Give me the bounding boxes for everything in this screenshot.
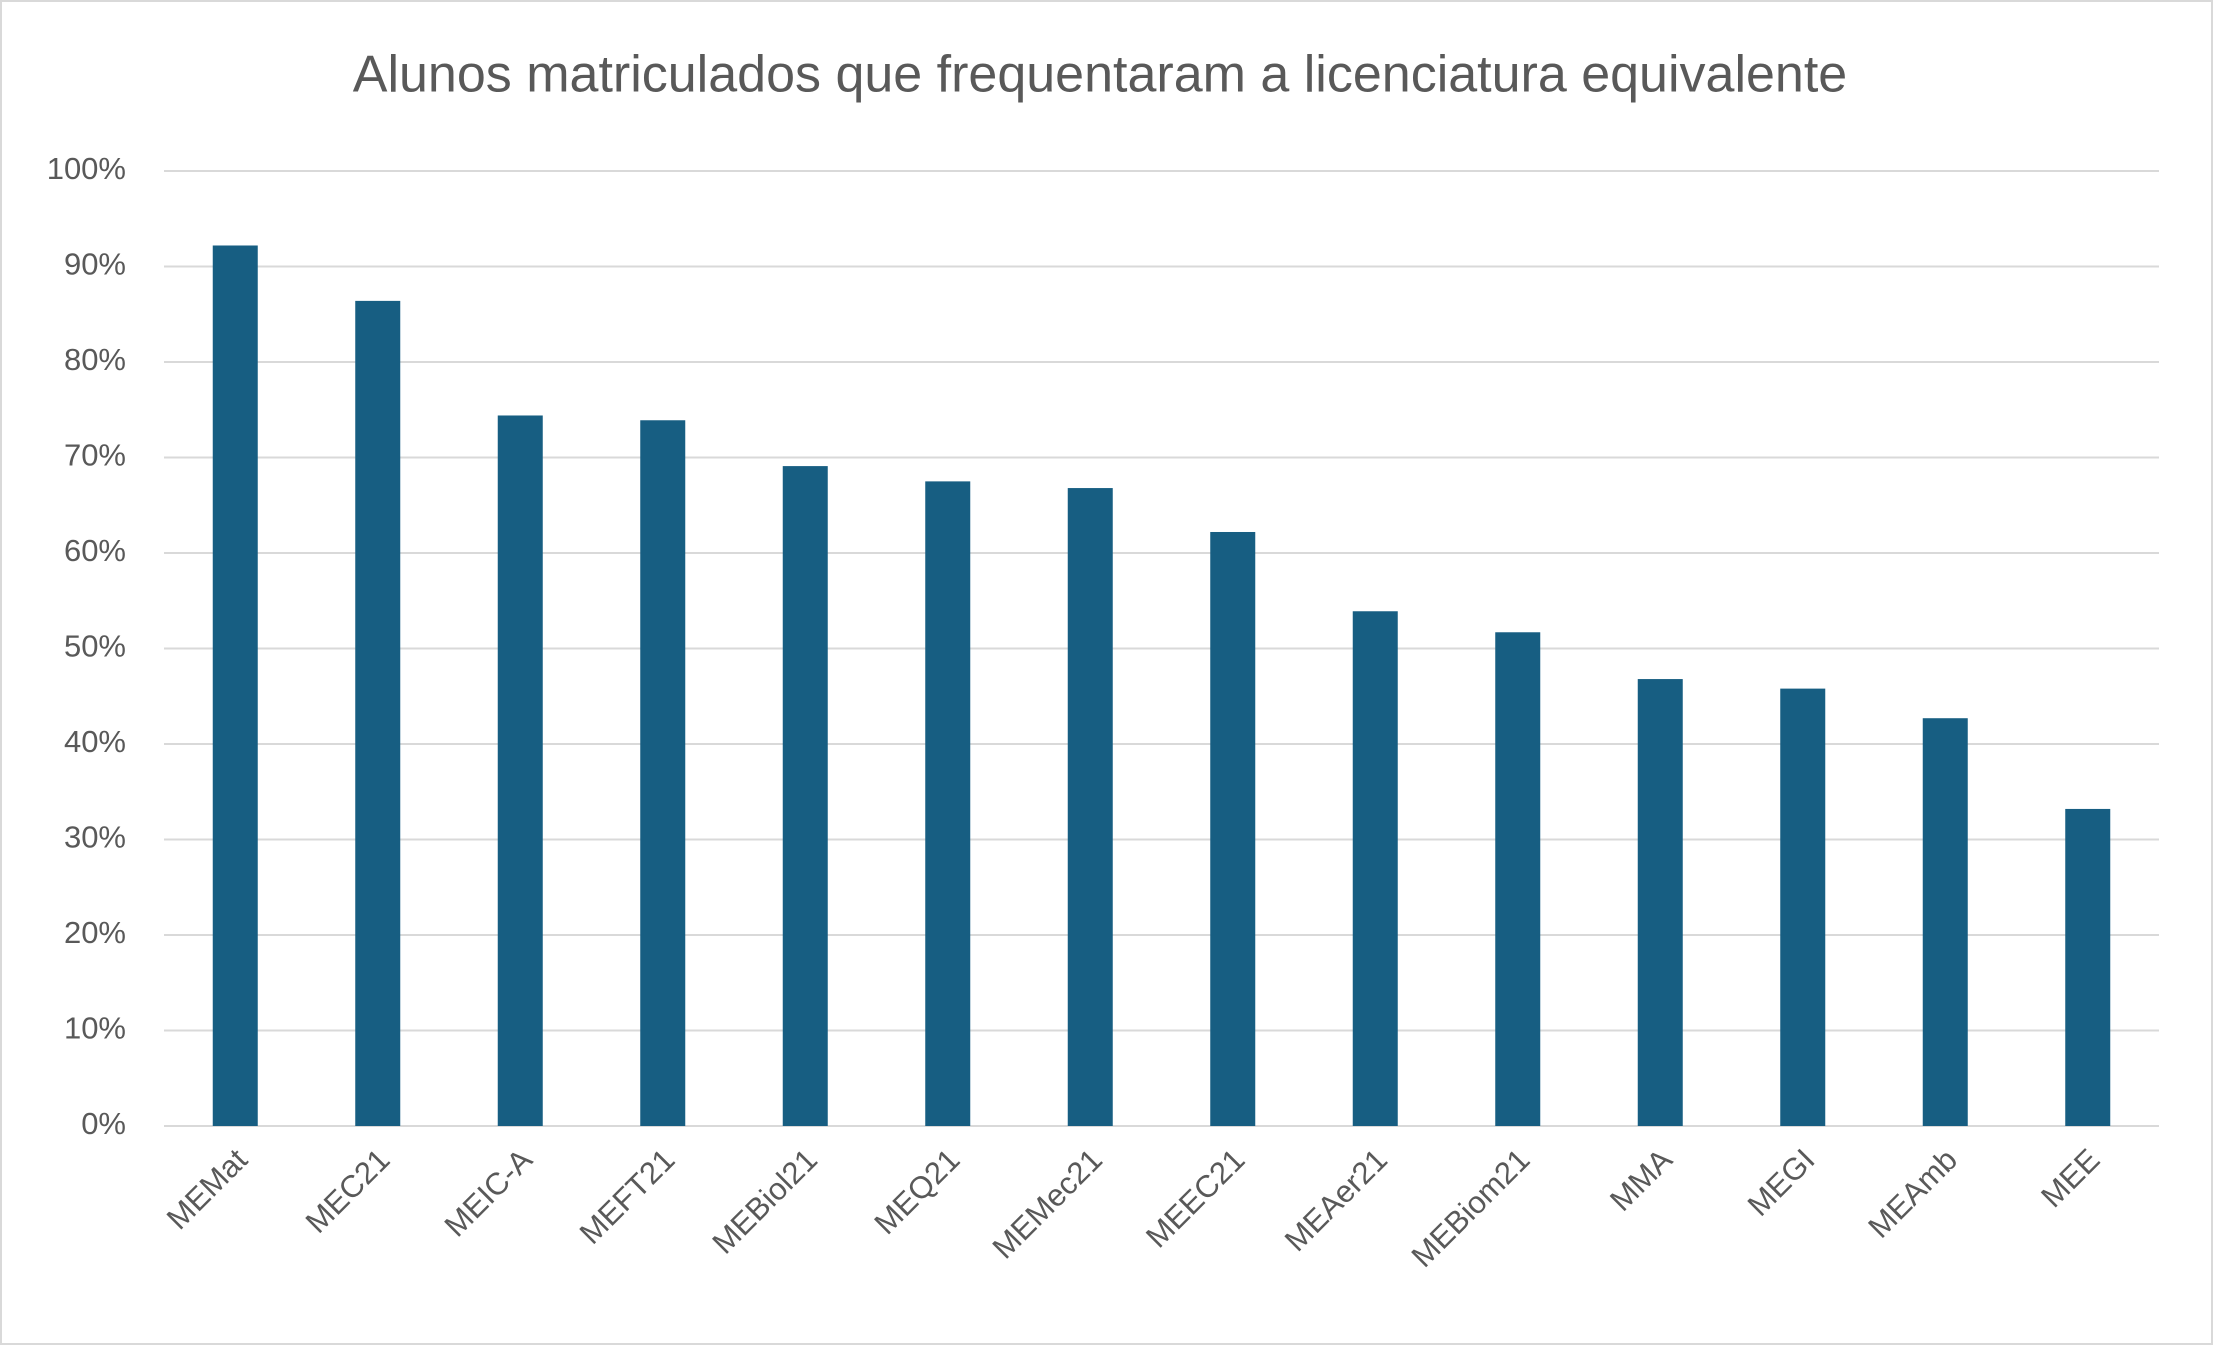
y-tick-label: 90% <box>64 247 126 282</box>
bar <box>497 415 543 1127</box>
bar <box>640 420 686 1126</box>
y-tick-label: 10% <box>64 1011 126 1046</box>
bar <box>2065 808 2111 1126</box>
bar <box>925 481 971 1126</box>
bar <box>355 300 401 1126</box>
bar <box>1780 688 1826 1126</box>
y-tick-label: 50% <box>64 629 126 664</box>
y-tick-label: 40% <box>64 724 126 759</box>
bar <box>1495 632 1541 1126</box>
y-tick-label: 100% <box>47 151 126 186</box>
y-tick-label: 80% <box>64 342 126 377</box>
y-tick-label: 0% <box>81 1106 126 1141</box>
bar <box>1067 488 1113 1126</box>
chart-title: Alunos matriculados que frequentaram a l… <box>353 46 1847 104</box>
y-tick-label: 20% <box>64 915 126 950</box>
bar <box>1352 611 1398 1126</box>
y-tick-label: 70% <box>64 438 126 473</box>
bar <box>1637 679 1683 1126</box>
y-tick-label: 60% <box>64 533 126 568</box>
bar <box>1922 718 1968 1126</box>
y-tick-label: 30% <box>64 820 126 855</box>
bar <box>782 466 828 1127</box>
bar <box>212 245 258 1127</box>
bar <box>1210 531 1256 1126</box>
